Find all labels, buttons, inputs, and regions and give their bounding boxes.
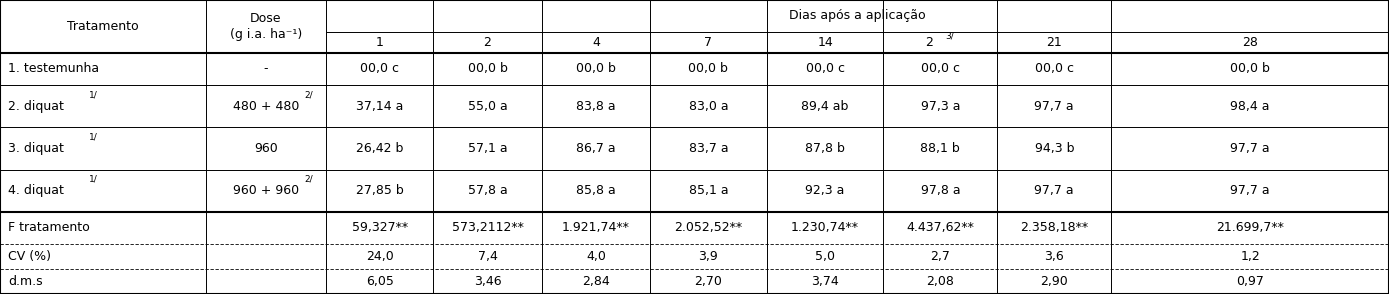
- Text: 3,9: 3,9: [699, 250, 718, 263]
- Text: 00,0 b: 00,0 b: [1231, 62, 1270, 76]
- Text: 2,84: 2,84: [582, 275, 610, 288]
- Text: 55,0 a: 55,0 a: [468, 100, 507, 113]
- Text: 00,0 b: 00,0 b: [576, 62, 615, 76]
- Text: 28: 28: [1242, 36, 1258, 49]
- Text: 2.358,18**: 2.358,18**: [1020, 221, 1089, 234]
- Text: 21: 21: [1046, 36, 1063, 49]
- Text: 7,4: 7,4: [478, 250, 497, 263]
- Text: 2.052,52**: 2.052,52**: [674, 221, 743, 234]
- Text: 97,3 a: 97,3 a: [921, 100, 960, 113]
- Text: 3,6: 3,6: [1045, 250, 1064, 263]
- Text: 00,0 b: 00,0 b: [689, 62, 728, 76]
- Text: F tratamento: F tratamento: [8, 221, 90, 234]
- Text: 86,7 a: 86,7 a: [576, 142, 615, 155]
- Text: 85,8 a: 85,8 a: [576, 184, 615, 197]
- Text: -: -: [264, 62, 268, 76]
- Text: 4. diquat: 4. diquat: [8, 184, 64, 197]
- Text: 3/: 3/: [946, 32, 954, 41]
- Text: 1,2: 1,2: [1240, 250, 1260, 263]
- Text: 4,0: 4,0: [586, 250, 606, 263]
- Text: 57,8 a: 57,8 a: [468, 184, 507, 197]
- Text: 59,327**: 59,327**: [351, 221, 408, 234]
- Text: 83,8 a: 83,8 a: [576, 100, 615, 113]
- Text: 3,46: 3,46: [474, 275, 501, 288]
- Text: 57,1 a: 57,1 a: [468, 142, 507, 155]
- Text: 00,0 c: 00,0 c: [360, 62, 400, 76]
- Text: 26,42 b: 26,42 b: [356, 142, 404, 155]
- Text: 21.699,7**: 21.699,7**: [1217, 221, 1283, 234]
- Text: 1/: 1/: [89, 90, 97, 99]
- Text: 2: 2: [483, 36, 492, 49]
- Text: 1.230,74**: 1.230,74**: [792, 221, 858, 234]
- Text: 960 + 960: 960 + 960: [233, 184, 299, 197]
- Text: 2/: 2/: [304, 90, 313, 99]
- Text: 97,7 a: 97,7 a: [1035, 184, 1074, 197]
- Text: 1. testemunha: 1. testemunha: [8, 62, 100, 76]
- Text: 3,74: 3,74: [811, 275, 839, 288]
- Text: 89,4 ab: 89,4 ab: [801, 100, 849, 113]
- Text: 2/: 2/: [304, 174, 313, 183]
- Text: 14: 14: [817, 36, 833, 49]
- Text: 27,85 b: 27,85 b: [356, 184, 404, 197]
- Text: 97,7 a: 97,7 a: [1035, 100, 1074, 113]
- Text: d.m.s: d.m.s: [8, 275, 43, 288]
- Text: 97,7 a: 97,7 a: [1231, 142, 1270, 155]
- Text: Dose
(g i.a. ha⁻¹): Dose (g i.a. ha⁻¹): [229, 12, 303, 41]
- Text: 1.921,74**: 1.921,74**: [563, 221, 629, 234]
- Text: 2,08: 2,08: [926, 275, 954, 288]
- Text: 00,0 b: 00,0 b: [468, 62, 507, 76]
- Text: Tratamento: Tratamento: [67, 20, 139, 33]
- Text: 88,1 b: 88,1 b: [921, 142, 960, 155]
- Text: 83,0 a: 83,0 a: [689, 100, 728, 113]
- Text: 4.437,62**: 4.437,62**: [907, 221, 974, 234]
- Text: 480 + 480: 480 + 480: [233, 100, 299, 113]
- Text: 960: 960: [254, 142, 278, 155]
- Text: 1: 1: [376, 36, 383, 49]
- Text: 2,90: 2,90: [1040, 275, 1068, 288]
- Text: 00,0 c: 00,0 c: [921, 62, 960, 76]
- Text: 2: 2: [925, 36, 933, 49]
- Text: 7: 7: [704, 36, 713, 49]
- Text: 37,14 a: 37,14 a: [356, 100, 404, 113]
- Text: 0,97: 0,97: [1236, 275, 1264, 288]
- Text: Dias após a aplicação: Dias após a aplicação: [789, 9, 926, 22]
- Text: 5,0: 5,0: [815, 250, 835, 263]
- Text: 94,3 b: 94,3 b: [1035, 142, 1074, 155]
- Text: 98,4 a: 98,4 a: [1231, 100, 1270, 113]
- Text: 87,8 b: 87,8 b: [806, 142, 845, 155]
- Text: 85,1 a: 85,1 a: [689, 184, 728, 197]
- Text: 00,0 c: 00,0 c: [1035, 62, 1074, 76]
- Text: 573,2112**: 573,2112**: [451, 221, 524, 234]
- Text: CV (%): CV (%): [8, 250, 51, 263]
- Text: 2. diquat: 2. diquat: [8, 100, 64, 113]
- Text: 24,0: 24,0: [367, 250, 393, 263]
- Text: 1/: 1/: [89, 174, 97, 183]
- Text: 97,7 a: 97,7 a: [1231, 184, 1270, 197]
- Text: 2,7: 2,7: [931, 250, 950, 263]
- Text: 4: 4: [592, 36, 600, 49]
- Text: 00,0 c: 00,0 c: [806, 62, 845, 76]
- Text: 97,8 a: 97,8 a: [921, 184, 960, 197]
- Text: 3. diquat: 3. diquat: [8, 142, 64, 155]
- Text: 6,05: 6,05: [365, 275, 394, 288]
- Text: 92,3 a: 92,3 a: [806, 184, 845, 197]
- Text: 2,70: 2,70: [694, 275, 722, 288]
- Text: 83,7 a: 83,7 a: [689, 142, 728, 155]
- Text: 1/: 1/: [89, 132, 97, 141]
